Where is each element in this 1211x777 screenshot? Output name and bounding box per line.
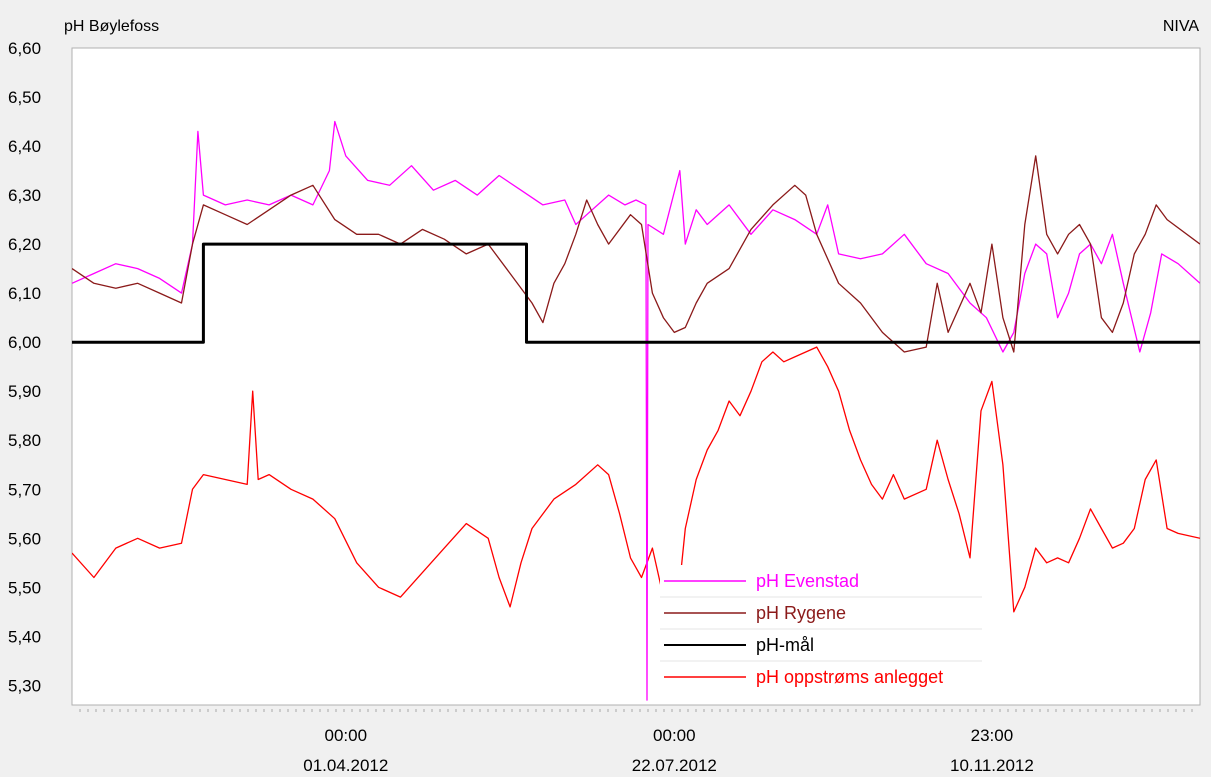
legend-label-0: pH Evenstad [756, 571, 859, 591]
legend-label-1: pH Rygene [756, 603, 846, 623]
y-tick-label: 5,50 [8, 578, 41, 597]
source-label: NIVA [1162, 18, 1199, 35]
y-tick-label: 5,70 [8, 480, 41, 499]
y-tick-label: 6,20 [8, 235, 41, 254]
y-tick-label: 6,40 [8, 137, 41, 156]
x-tick-date-label: 10.11.2012 [950, 756, 1034, 775]
y-tick-label: 6,60 [8, 39, 41, 58]
y-tick-label: 5,90 [8, 382, 41, 401]
y-tick-label: 5,40 [8, 627, 41, 646]
y-tick-label: 6,50 [8, 88, 41, 107]
y-tick-label: 6,10 [8, 284, 41, 303]
x-tick-time-label: 00:00 [653, 726, 696, 745]
series-line-0 [72, 120, 1200, 701]
y-tick-label: 5,80 [8, 431, 41, 450]
y-tick-label: 5,60 [8, 529, 41, 548]
x-tick-date-label: 01.04.2012 [303, 756, 388, 775]
plot-area [71, 47, 1201, 706]
series-line-1 [72, 155, 1200, 353]
series-line-2 [72, 242, 1200, 344]
series-line-3 [72, 346, 1200, 638]
y-tick-label: 6,00 [8, 333, 41, 352]
x-tick-time-label: 00:00 [325, 726, 368, 745]
chart-title: pH Bøylefoss [64, 18, 160, 35]
legend-label-3: pH oppstrøms anlegget [756, 667, 943, 687]
x-tick-date-label: 22.07.2012 [632, 756, 717, 775]
legend-label-2: pH-mål [756, 635, 814, 655]
x-tick-time-label: 23:00 [971, 726, 1014, 745]
y-tick-label: 5,30 [8, 676, 41, 695]
y-tick-label: 6,30 [8, 186, 41, 205]
